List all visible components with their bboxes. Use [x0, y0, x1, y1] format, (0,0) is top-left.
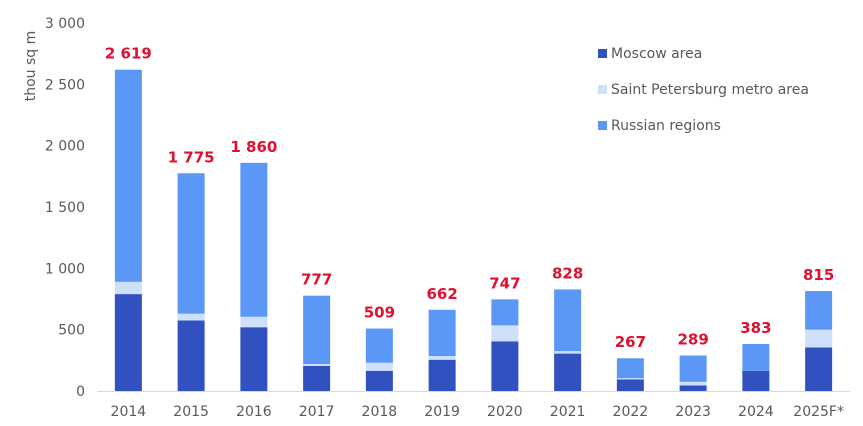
bars [114, 69, 833, 391]
legend-swatch [598, 121, 607, 130]
bar-segment-moscow [177, 320, 205, 391]
bar-segment-moscow [428, 359, 456, 391]
bar-segment-regions [177, 173, 205, 314]
bar-segment-regions [428, 309, 456, 357]
y-tick-label: 2 500 [45, 77, 85, 93]
total-label: 1 775 [168, 148, 215, 166]
total-label: 289 [677, 331, 708, 349]
legend-label: Saint Petersburg metro area [611, 82, 809, 98]
y-tick-label: 2 000 [45, 139, 85, 155]
bar-segment-moscow [679, 385, 707, 391]
total-labels: 2 619 1 775 1 860 777 509 662 747 828 267 289 383 8… [105, 45, 834, 352]
bar-segment-moscow [240, 327, 268, 391]
y-tick-label: 1 500 [45, 200, 85, 216]
legend-swatch [598, 85, 607, 94]
legend: Moscow area Saint Petersburg metro area Ru… [598, 46, 809, 134]
y-axis-label: thou sq m [23, 31, 39, 102]
bar-segment-spb [365, 362, 393, 371]
x-axis: 2014 2015 2016 2017 2018 2019 2020 2021 2022 2023… [111, 404, 844, 420]
y-axis: 0 500 1 000 1 500 2 000 2 500 3 000 [45, 16, 85, 400]
y-tick-label: 1 000 [45, 261, 85, 277]
bar-segment-spb [491, 325, 519, 342]
x-tick-label: 2022 [613, 404, 649, 420]
bar-segment-moscow [114, 294, 142, 391]
bar-segment-moscow [365, 370, 393, 391]
bar-segment-regions [616, 358, 644, 379]
bar-segment-moscow [491, 341, 519, 391]
total-label: 815 [803, 266, 834, 284]
total-label: 383 [740, 319, 771, 337]
x-tick-label: 2020 [487, 404, 523, 420]
bar-segment-spb [554, 351, 582, 354]
x-tick-label: 2017 [299, 404, 335, 420]
legend-label: Moscow area [611, 46, 702, 62]
bar-segment-moscow [303, 365, 331, 391]
x-tick-label: 2014 [111, 404, 147, 420]
bar-segment-moscow [554, 353, 582, 391]
y-tick-label: 3 000 [45, 16, 85, 32]
bar-segment-spb [177, 313, 205, 321]
y-tick-label: 500 [58, 323, 85, 339]
bar-segment-spb [114, 281, 142, 295]
total-label: 747 [489, 274, 520, 292]
total-label: 828 [552, 264, 583, 282]
bar-segment-regions [114, 69, 142, 282]
bar-segment-moscow [616, 379, 644, 391]
bar-segment-spb [240, 316, 268, 328]
bar-segment-spb [805, 329, 833, 348]
total-label: 1 860 [230, 138, 277, 156]
bar-segment-spb [679, 381, 707, 386]
bar-segment-moscow [742, 370, 770, 391]
bar-segment-regions [365, 328, 393, 363]
bar-segment-spb [616, 378, 644, 380]
x-tick-label: 2023 [675, 404, 711, 420]
bar-segment-regions [679, 355, 707, 382]
total-label: 777 [301, 271, 332, 289]
bar-segment-regions [240, 162, 268, 317]
bar-segment-spb [303, 364, 331, 366]
bar-segment-spb [428, 356, 456, 360]
x-tick-label: 2018 [362, 404, 398, 420]
total-label: 2 619 [105, 45, 152, 63]
legend-label: Russian regions [611, 118, 721, 134]
total-label: 267 [615, 333, 646, 351]
bar-segment-regions [303, 295, 331, 365]
y-tick-label: 0 [76, 384, 85, 400]
x-tick-label: 2015 [173, 404, 209, 420]
bar-segment-regions [742, 344, 770, 371]
x-tick-label: 2021 [550, 404, 586, 420]
x-tick-label: 2016 [236, 404, 272, 420]
total-label: 662 [426, 285, 457, 303]
bar-segment-regions [554, 289, 582, 352]
bar-segment-regions [491, 299, 519, 326]
x-tick-label: 2019 [424, 404, 460, 420]
bar-segment-regions [805, 291, 833, 330]
x-tick-label: 2025F* [793, 404, 844, 420]
bar-segment-moscow [805, 347, 833, 391]
total-label: 509 [364, 304, 395, 322]
legend-swatch [598, 49, 607, 58]
x-tick-label: 2024 [738, 404, 774, 420]
